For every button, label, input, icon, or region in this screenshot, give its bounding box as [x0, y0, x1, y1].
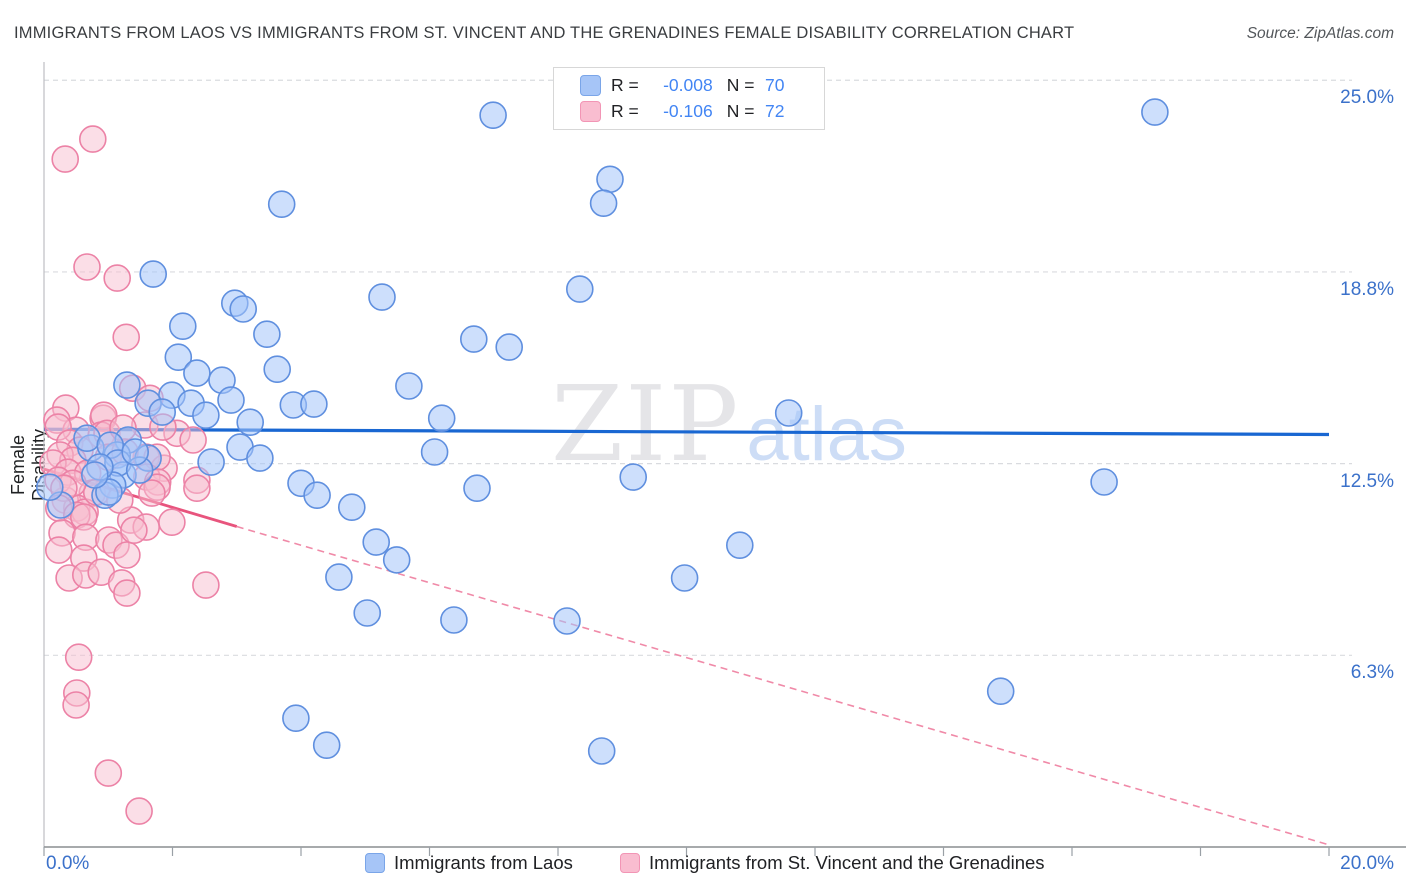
scatter-point-laos — [596, 165, 624, 194]
scatter-point-svg — [179, 426, 207, 454]
scatter-point-svg — [112, 323, 140, 352]
scatter-point-laos — [725, 531, 754, 560]
scatter-point-svg — [73, 253, 101, 281]
legend-swatch-icon — [365, 853, 385, 873]
scatter-point-svg — [138, 479, 166, 507]
chart-title: IMMIGRANTS FROM LAOS VS IMMIGRANTS FROM … — [14, 24, 1075, 42]
scatter-point-laos — [197, 448, 225, 476]
stats-legend-box: R = -0.008 N = 70 R = -0.106 N = 72 — [553, 67, 825, 130]
x-axis-max-label: 20.0% — [1340, 853, 1394, 874]
stats-swatch-icon — [580, 75, 601, 96]
scatter-point-laos — [300, 390, 328, 418]
scatter-point-laos — [986, 677, 1015, 706]
scatter-point-laos — [73, 424, 101, 453]
scatter-point-laos — [382, 546, 411, 574]
scatter-point-svg — [103, 264, 131, 292]
stats-swatch-icon — [580, 101, 601, 122]
scatter-point-laos — [192, 401, 220, 430]
scatter-point-laos — [113, 371, 141, 399]
scatter-point-laos — [774, 399, 803, 427]
scatter-point-laos — [35, 473, 64, 502]
scatter-point-laos — [217, 386, 245, 414]
bottom-legend-item-laos: Immigrants from Laos — [365, 852, 573, 874]
scatter-point-svg — [183, 474, 211, 503]
r-label: R = — [611, 101, 639, 121]
bottom-legend-item-svg: Immigrants from St. Vincent and the Gren… — [620, 852, 1045, 874]
source-label: Source: ZipAtlas.com — [1246, 25, 1394, 42]
scatter-point-laos — [267, 190, 296, 218]
scatter-point-laos — [325, 563, 353, 591]
y-tick-label-12.5%: 12.5% — [1340, 470, 1394, 492]
scatter-point-svg — [120, 516, 148, 545]
scatter-point-laos — [312, 731, 341, 760]
scatter-point-svg — [79, 125, 107, 153]
scatter-point-svg — [44, 536, 73, 564]
n-value: 72 — [765, 101, 785, 121]
scatter-point-svg — [113, 541, 141, 569]
scatter-point-laos — [353, 599, 382, 627]
scatter-point-laos — [553, 607, 581, 635]
scatter-point-laos — [368, 283, 396, 311]
scatter-point-laos — [395, 372, 423, 400]
scatter-point-laos — [303, 481, 331, 510]
y-tick-label-18.8%: 18.8% — [1340, 278, 1394, 300]
scatter-point-laos — [565, 275, 594, 303]
scatter-point-laos — [587, 737, 616, 765]
scatter-point-laos — [420, 438, 449, 466]
r-value: -0.106 — [663, 101, 713, 121]
scatter-point-svg — [62, 691, 90, 719]
pink-trend-dashed — [236, 525, 1330, 846]
scatter-point-laos — [479, 101, 507, 129]
scatter-point-svg — [125, 797, 153, 825]
y-tick-label-6.3%: 6.3% — [1350, 662, 1394, 684]
x-axis-min-label: 0.0% — [46, 853, 90, 874]
scatter-point-laos — [459, 325, 488, 353]
legend-label: Immigrants from St. Vincent and the Gren… — [649, 852, 1045, 873]
scatter-point-laos — [589, 189, 618, 217]
scatter-point-laos — [236, 408, 264, 437]
scatter-point-laos — [1090, 468, 1118, 496]
scatter-point-laos — [427, 404, 456, 433]
scatter-point-svg — [158, 508, 186, 537]
n-value: 70 — [765, 75, 785, 95]
scatter-point-svg — [113, 579, 141, 607]
scatter-point-laos — [440, 606, 468, 634]
n-label: N = — [726, 75, 755, 95]
scatter-point-svg — [192, 571, 220, 599]
scatter-point-laos — [337, 493, 366, 522]
scatter-point-laos — [139, 260, 167, 288]
scatter-point-laos — [495, 333, 524, 361]
scatter-point-laos — [183, 359, 211, 387]
stats-row-svg: R = -0.106 N = 72 — [568, 101, 812, 122]
r-value: -0.008 — [663, 75, 713, 95]
scatter-point-laos — [670, 564, 699, 592]
legend-label: Immigrants from Laos — [394, 852, 573, 873]
scatter-point-laos — [81, 461, 109, 489]
scatter-point-svg — [64, 643, 93, 672]
scatter-point-laos — [164, 343, 193, 372]
stats-row-laos: R = -0.008 N = 70 — [568, 75, 812, 96]
r-label: R = — [611, 75, 639, 95]
y-tick-label-25.0%: 25.0% — [1340, 87, 1394, 109]
scatter-point-laos — [229, 295, 257, 323]
n-label: N = — [726, 101, 755, 121]
scatter-point-laos — [282, 704, 310, 733]
scatter-point-laos — [169, 312, 197, 341]
scatter-point-laos — [263, 355, 292, 384]
scatter-point-laos — [253, 320, 281, 349]
legend-swatch-icon — [620, 853, 640, 873]
scatter-point-laos — [121, 438, 149, 466]
scatter-point-laos — [362, 528, 391, 556]
scatter-point-laos — [619, 463, 648, 491]
scatter-point-svg — [94, 759, 123, 787]
scatter-point-laos — [1141, 98, 1169, 126]
scatter-point-laos — [463, 474, 491, 503]
scatter-point-laos — [148, 398, 176, 426]
scatter-point-laos — [246, 444, 274, 472]
scatter-point-svg — [51, 145, 79, 173]
